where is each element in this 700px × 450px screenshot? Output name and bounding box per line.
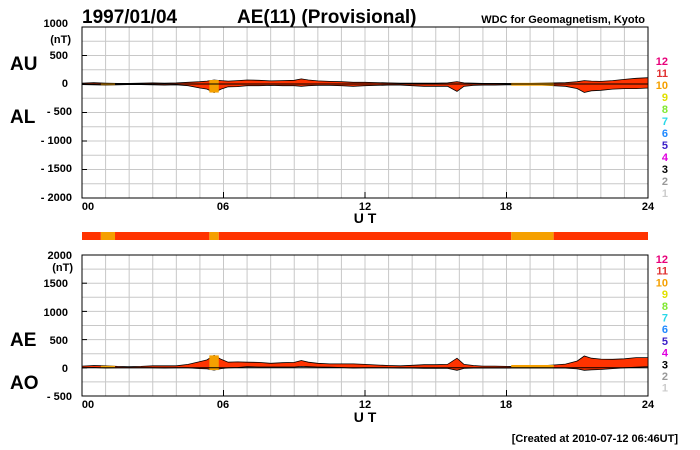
ae-ao-xlabel: U T: [354, 409, 377, 425]
activity-scale-label: 11: [656, 68, 668, 80]
au-al-ytick-label: - 1500: [41, 163, 72, 175]
au-al-xtick-label: 18: [500, 201, 512, 213]
au-al-xtick-label: 00: [82, 201, 94, 213]
source-label: WDC for Geomagnetism, Kyoto: [481, 14, 645, 26]
activity-bar-segment: [82, 232, 101, 240]
activity-scale-label: 7: [662, 313, 668, 325]
activity-scale-label: 4: [662, 152, 669, 164]
activity-scale-label: 1: [662, 188, 668, 200]
date-label: 1997/01/04: [82, 7, 178, 28]
au-al-highlight-span: [209, 80, 219, 93]
activity-scale-label: 3: [662, 359, 668, 371]
ae-ao-ytick-label: 0: [62, 363, 68, 375]
ae-label: AE: [10, 330, 36, 351]
activity-scale-label: 4: [662, 348, 669, 360]
ae-ao-ytick-label: 1000: [44, 307, 68, 319]
activity-scale-label: 12: [656, 254, 668, 266]
au-al-xlabel: U T: [354, 210, 377, 226]
ae-ao-panel: 2000 (nT) 1500 1000 500 0 - 500 AE AO 00…: [10, 250, 655, 425]
activity-scale-label: 9: [662, 92, 668, 104]
au-al-yunit: (nT): [50, 34, 71, 46]
au-al-panel: 1000 (nT) 500 0 - 500 - 1000 - 1500 - 20…: [10, 18, 655, 226]
ae-ao-xtick-label: 12: [359, 399, 371, 411]
activity-scale-label: 5: [662, 336, 668, 348]
activity-scale-label: 9: [662, 289, 668, 301]
activity-bar-segment: [511, 232, 554, 240]
activity-bar-segment: [218, 232, 512, 240]
activity-scale-label: 7: [662, 116, 668, 128]
created-timestamp: [Created at 2010-07-12 06:46UT]: [512, 433, 679, 445]
au-al-ytick-label: - 1000: [41, 135, 72, 147]
au-al-xtick-label: 06: [217, 201, 229, 213]
au-label: AU: [10, 54, 37, 75]
activity-scale-label: 11: [656, 266, 668, 278]
ao-label: AO: [10, 373, 39, 394]
activity-scale-label: 2: [662, 371, 668, 383]
ae-ao-ytick-label: 500: [50, 335, 68, 347]
ae-ao-xtick-label: 00: [82, 399, 94, 411]
ae-ao-xtick-label: 06: [217, 399, 229, 411]
au-al-ytick-label: - 500: [47, 106, 72, 118]
au-al-xtick-label: 24: [642, 201, 655, 213]
ae-ao-envelope-area: [81, 354, 649, 371]
activity-scale-label: 8: [662, 301, 668, 313]
activity-level-bar: [82, 232, 648, 240]
ae-ao-ytick-label: 1500: [44, 278, 68, 290]
ae-ao-highlight-span: [209, 355, 219, 371]
ae-ao-xtick-label: 18: [500, 399, 512, 411]
activity-scale-label: 3: [662, 164, 668, 176]
activity-scale-label: 2: [662, 176, 668, 188]
activity-scale-label: 5: [662, 140, 668, 152]
au-al-ytick-label: 500: [50, 50, 68, 62]
au-al-ytick-label: 0: [62, 78, 68, 90]
ae-ao-ytick-label: - 500: [47, 391, 72, 403]
au-al-ytick-label: 1000: [44, 18, 68, 30]
au-al-envelope-area: [81, 77, 649, 93]
ae-ao-ytick-label: 2000: [48, 250, 72, 262]
au-al-xtick-label: 12: [359, 201, 371, 213]
chart-title: AE(11) (Provisional): [237, 7, 417, 28]
activity-scale-label: 1: [662, 383, 668, 395]
activity-scale-label: 12: [656, 56, 668, 68]
au-al-ytick-label: - 2000: [41, 192, 72, 204]
ae-ao-highlight-span: [511, 364, 554, 369]
ae-ao-highlight-span: [100, 365, 116, 369]
activity-scale-label: 6: [662, 128, 668, 140]
activity-bar-segment: [115, 232, 210, 240]
ae-ao-xtick-label: 24: [642, 399, 655, 411]
activity-bar-segment: [209, 232, 219, 240]
activity-scale-label: 6: [662, 324, 668, 336]
activity-scale-label: 10: [656, 277, 668, 289]
activity-bar-segment: [100, 232, 116, 240]
al-label: AL: [10, 107, 36, 128]
activity-bar-segment: [553, 232, 648, 240]
activity-scale-label: 8: [662, 104, 668, 116]
activity-scale-label: 10: [656, 80, 668, 92]
ae-ao-yunit: (nT): [52, 262, 73, 274]
